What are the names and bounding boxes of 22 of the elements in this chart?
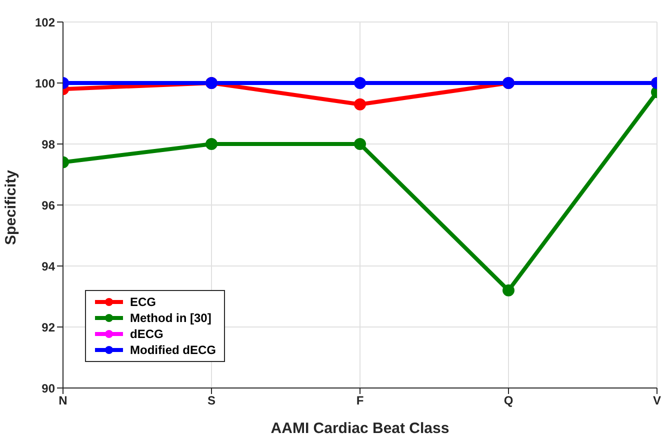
y-tick-label: 90 [42,381,56,396]
x-tick-label: N [58,394,68,408]
y-axis-title: Specificity [2,169,20,245]
y-tick-label: 94 [42,259,56,274]
y-tick-label: 102 [34,15,56,30]
legend-label: Modified dECG [130,343,216,357]
x-tick-label: Q [504,394,514,408]
point [354,138,366,150]
y-tick-label: 98 [42,137,56,152]
x-axis-title: AAMI Cardiac Beat Class [270,420,450,435]
y-tick-label: 100 [34,76,56,90]
point [354,77,366,89]
x-tick-label: F [356,394,364,408]
legend-label: dECG [130,327,164,341]
legend-label: Method in [30] [130,311,212,325]
x-tick-label: V [652,394,662,408]
x-tick-label: S [207,394,216,408]
point [502,284,514,296]
point [206,138,218,150]
y-tick-label: 96 [42,198,56,212]
legend-label: ECG [130,295,156,309]
y-tick-label: 92 [42,320,56,334]
